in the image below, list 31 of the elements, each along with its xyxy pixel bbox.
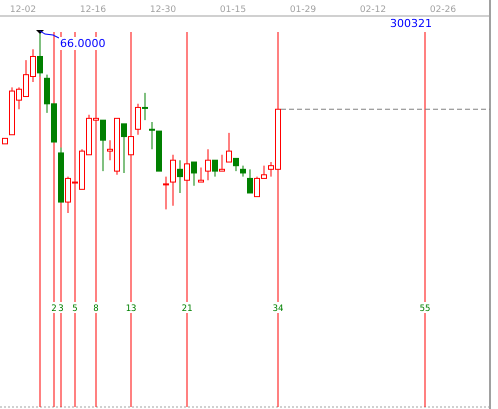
chart-title: 300321 <box>390 17 432 30</box>
candlestick <box>212 160 218 178</box>
candlestick <box>177 160 183 194</box>
text: 12-16 <box>80 5 106 15</box>
x-tick-label: 5 <box>72 304 78 314</box>
candlestick <box>219 154 225 172</box>
x-tick-label: 8 <box>93 304 99 314</box>
candlestick <box>240 165 246 178</box>
candlestick <box>205 148 211 181</box>
x-tick-label: 2 <box>51 304 57 314</box>
x-tick-label: 13 <box>126 304 136 314</box>
candlestick <box>170 154 176 206</box>
candlestick <box>198 167 204 183</box>
candlestick <box>100 120 106 172</box>
candlestick <box>247 168 253 194</box>
annotation: 66.0000 <box>60 37 106 50</box>
candlestick <box>233 158 239 172</box>
x-tick-label: 21 <box>182 304 192 314</box>
x-tick-label: 55 <box>420 304 430 314</box>
x-tick-label: 3 <box>58 304 64 314</box>
candlestick <box>191 162 197 186</box>
text: 02-26 <box>430 5 456 15</box>
candlestick <box>163 176 169 210</box>
candlestick <box>226 132 232 163</box>
x-tick-label: 34 <box>272 304 284 314</box>
text: 01-15 <box>220 5 246 15</box>
text: 02-12 <box>360 5 386 15</box>
text: 12-02 <box>10 5 36 15</box>
candlestick <box>121 123 127 174</box>
text: 01-29 <box>290 5 316 15</box>
text: 12-30 <box>150 5 176 15</box>
